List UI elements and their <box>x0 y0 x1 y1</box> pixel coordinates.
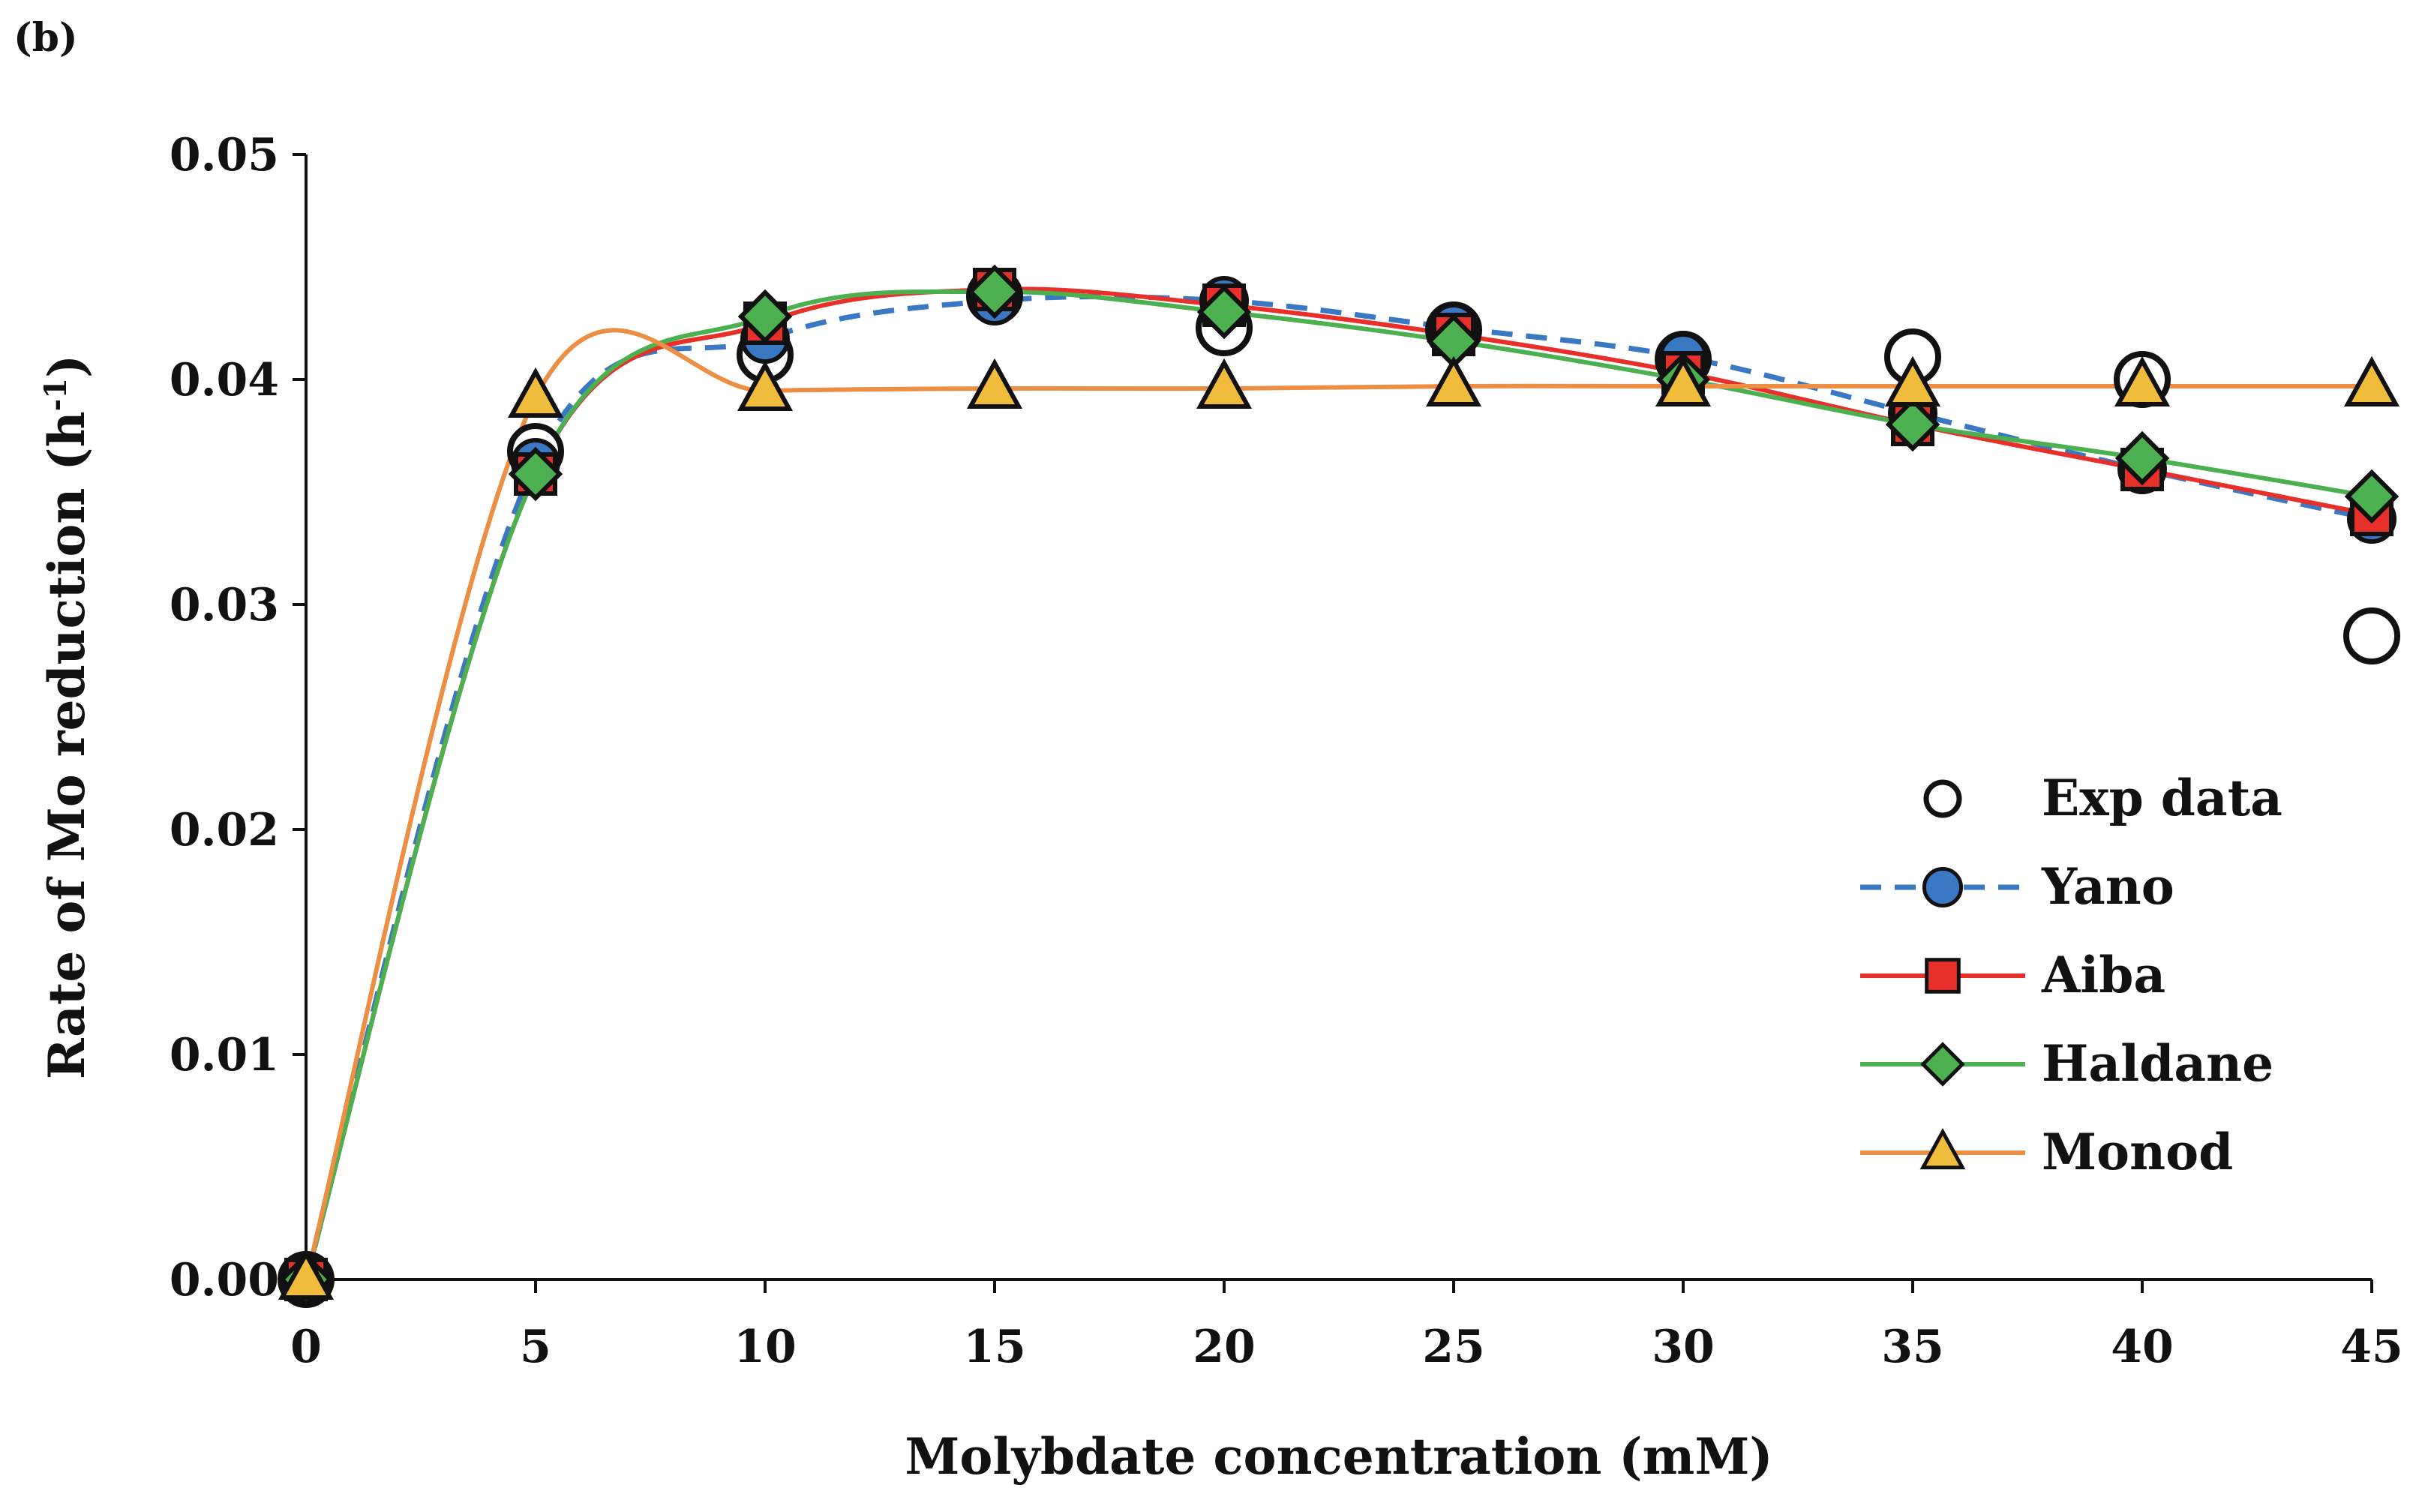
point-monod <box>2343 356 2400 406</box>
x-ticks: 0 5 10 15 20 25 30 35 40 45 <box>290 1280 2403 1373</box>
x-axis-title: Molybdate concentration (mM) <box>905 1427 1772 1486</box>
legend: Exp data Yano Aiba Haldane Monod <box>1860 769 2282 1181</box>
point-monod <box>278 1249 335 1300</box>
y-tick-label: 0.01 <box>170 1029 279 1082</box>
point-monod <box>737 360 794 411</box>
y-tick-label: 0.05 <box>170 129 279 182</box>
legend-label-yano: Yano <box>2041 857 2174 916</box>
x-tick-label: 45 <box>2340 1321 2403 1373</box>
y-axis-title-sup: -1 <box>38 378 74 411</box>
x-tick-label: 0 <box>290 1321 322 1373</box>
y-axis-title-end: ) <box>38 355 96 378</box>
y-axis-title: Rate of Mo reduction (h-1) <box>38 355 96 1080</box>
x-tick-label: 25 <box>1422 1321 1485 1373</box>
x-tick-label: 15 <box>963 1321 1026 1373</box>
point-haldane <box>1885 397 1940 452</box>
legend-marker-exp-data <box>1923 779 1962 818</box>
axes <box>305 154 2372 1281</box>
y-axis-title-main: Rate of Mo reduction (h <box>38 411 96 1079</box>
point-haldane <box>2344 469 2399 524</box>
point-monod <box>1425 356 1482 406</box>
point-exp-data <box>2343 608 2400 664</box>
x-tick-label: 40 <box>2111 1321 2174 1373</box>
x-tick-label: 5 <box>520 1321 551 1373</box>
x-tick-label: 20 <box>1193 1321 1256 1373</box>
x-tick-label: 35 <box>1881 1321 1944 1373</box>
legend-marker-haldane <box>1920 1042 1965 1087</box>
series-markers <box>278 264 2400 1308</box>
y-ticks: 0.00 0.01 0.02 0.03 0.04 0.05 <box>170 129 306 1306</box>
point-monod <box>2114 356 2171 406</box>
point-monod <box>507 367 564 418</box>
point-monod <box>1196 358 1253 409</box>
legend-label-monod: Monod <box>2042 1123 2233 1181</box>
point-haldane <box>1196 284 1252 340</box>
legend-label-haldane: Haldane <box>2042 1034 2273 1093</box>
panel-label: (b) <box>14 15 78 61</box>
point-monod <box>966 358 1023 409</box>
point-monod <box>1884 356 1941 406</box>
legend-marker-monod <box>1919 1128 1966 1170</box>
x-tick-label: 10 <box>734 1321 797 1373</box>
point-haldane <box>508 446 563 502</box>
legend-label-aiba: Aiba <box>2041 946 2165 1004</box>
y-tick-label: 0.04 <box>170 354 279 406</box>
legend-marker-yano <box>1922 866 1964 908</box>
y-tick-label: 0.02 <box>170 804 279 856</box>
y-tick-label: 0.00 <box>170 1254 279 1306</box>
x-tick-label: 30 <box>1652 1321 1715 1373</box>
legend-marker-aiba <box>1925 958 1961 994</box>
point-haldane <box>737 289 793 344</box>
point-haldane <box>967 264 1022 320</box>
point-haldane <box>2114 430 2170 486</box>
legend-label-exp-data: Exp data <box>2042 769 2282 827</box>
y-tick-label: 0.03 <box>170 579 279 632</box>
point-monod <box>1655 356 1712 406</box>
